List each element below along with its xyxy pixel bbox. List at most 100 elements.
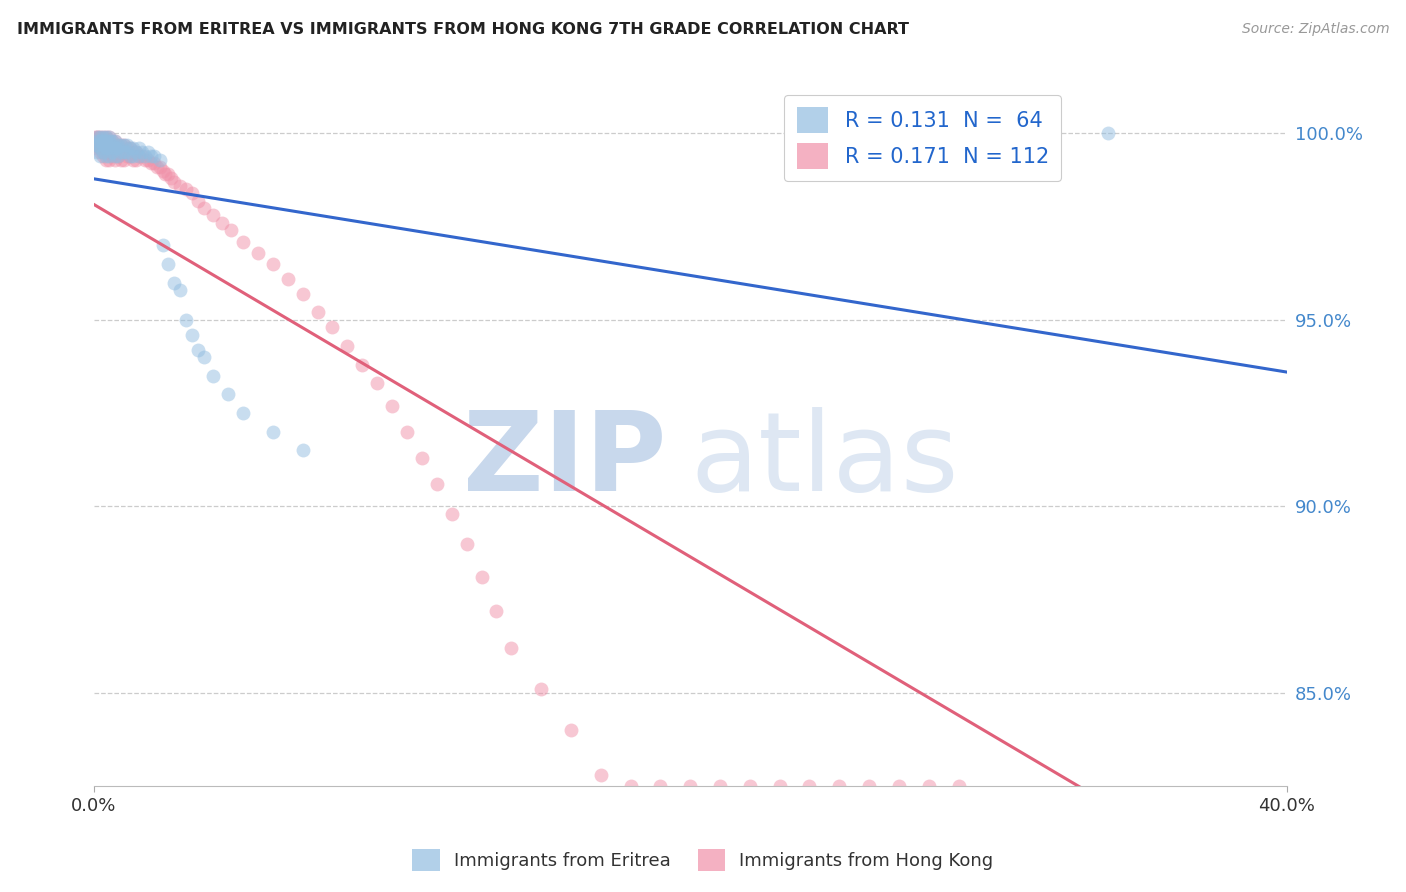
Point bbox=[91, 141, 114, 155]
Point bbox=[86, 137, 108, 152]
Point bbox=[87, 134, 110, 148]
Point bbox=[217, 387, 239, 401]
Point bbox=[91, 134, 114, 148]
Point bbox=[136, 145, 159, 159]
Point bbox=[142, 156, 165, 170]
Point bbox=[97, 149, 120, 163]
Point bbox=[110, 145, 132, 159]
Text: atlas: atlas bbox=[690, 407, 959, 514]
Point bbox=[89, 130, 111, 145]
Point bbox=[121, 153, 143, 167]
Point bbox=[91, 137, 114, 152]
Point bbox=[152, 238, 174, 252]
Point bbox=[157, 257, 180, 271]
Point bbox=[202, 368, 225, 383]
Point bbox=[501, 641, 523, 656]
Point bbox=[104, 145, 127, 159]
Point bbox=[115, 145, 138, 159]
Point bbox=[163, 276, 186, 290]
Point bbox=[124, 145, 146, 159]
Point bbox=[769, 779, 792, 793]
Point bbox=[799, 779, 821, 793]
Point bbox=[121, 141, 143, 155]
Point bbox=[94, 141, 117, 155]
Point bbox=[107, 141, 129, 155]
Point bbox=[366, 376, 388, 391]
Point bbox=[193, 350, 215, 364]
Point bbox=[128, 149, 150, 163]
Point bbox=[89, 134, 111, 148]
Point bbox=[440, 507, 463, 521]
Point bbox=[107, 137, 129, 152]
Point bbox=[87, 134, 110, 148]
Point bbox=[101, 134, 124, 148]
Point bbox=[426, 477, 449, 491]
Point bbox=[142, 149, 165, 163]
Point bbox=[307, 305, 329, 319]
Point bbox=[352, 358, 374, 372]
Point bbox=[91, 149, 114, 163]
Point bbox=[395, 425, 418, 439]
Point bbox=[131, 145, 153, 159]
Point bbox=[139, 149, 162, 163]
Point bbox=[110, 137, 132, 152]
Point bbox=[291, 443, 314, 458]
Point bbox=[155, 168, 177, 182]
Point bbox=[336, 339, 359, 353]
Point bbox=[118, 141, 141, 155]
Point bbox=[107, 149, 129, 163]
Point bbox=[124, 145, 146, 159]
Point bbox=[89, 137, 111, 152]
Point bbox=[232, 235, 254, 249]
Point bbox=[89, 134, 111, 148]
Point bbox=[176, 182, 198, 196]
Point bbox=[101, 145, 124, 159]
Point bbox=[97, 130, 120, 145]
Point bbox=[89, 149, 111, 163]
Point bbox=[157, 168, 180, 182]
Point bbox=[828, 779, 851, 793]
Point bbox=[91, 137, 114, 152]
Point bbox=[277, 272, 299, 286]
Point bbox=[193, 201, 215, 215]
Point bbox=[131, 149, 153, 163]
Point bbox=[262, 257, 284, 271]
Point bbox=[97, 153, 120, 167]
Point bbox=[530, 682, 553, 697]
Point bbox=[101, 137, 124, 152]
Point bbox=[94, 149, 117, 163]
Point bbox=[91, 130, 114, 145]
Legend: Immigrants from Eritrea, Immigrants from Hong Kong: Immigrants from Eritrea, Immigrants from… bbox=[405, 842, 1001, 879]
Point bbox=[110, 145, 132, 159]
Point bbox=[104, 134, 127, 148]
Point bbox=[97, 137, 120, 152]
Point bbox=[381, 399, 404, 413]
Point bbox=[104, 137, 127, 152]
Point bbox=[86, 137, 108, 152]
Point bbox=[202, 209, 225, 223]
Point bbox=[181, 327, 204, 342]
Point bbox=[104, 134, 127, 148]
Point bbox=[91, 145, 114, 159]
Legend: R = 0.131  N =  64, R = 0.171  N = 112: R = 0.131 N = 64, R = 0.171 N = 112 bbox=[785, 95, 1062, 181]
Point bbox=[101, 134, 124, 148]
Point bbox=[219, 223, 242, 237]
Point bbox=[112, 153, 135, 167]
Text: ZIP: ZIP bbox=[463, 407, 666, 514]
Point bbox=[679, 779, 702, 793]
Point bbox=[115, 149, 138, 163]
Point bbox=[94, 130, 117, 145]
Point bbox=[94, 137, 117, 152]
Point bbox=[97, 134, 120, 148]
Point bbox=[485, 604, 508, 618]
Point bbox=[91, 134, 114, 148]
Point bbox=[112, 145, 135, 159]
Point bbox=[104, 149, 127, 163]
Point bbox=[107, 141, 129, 155]
Point bbox=[112, 145, 135, 159]
Point bbox=[709, 779, 731, 793]
Point bbox=[620, 779, 643, 793]
Point bbox=[97, 134, 120, 148]
Point bbox=[948, 779, 970, 793]
Point bbox=[91, 130, 114, 145]
